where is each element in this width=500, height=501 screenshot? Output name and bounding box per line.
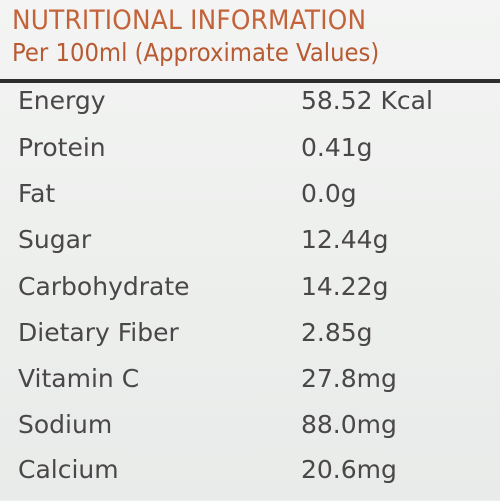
nutrition-row-energy: Energy 58.52 Kcal <box>0 86 500 132</box>
nutrition-row-fat: Fat 0.0g <box>0 179 500 225</box>
nutrient-name: Sodium <box>18 410 113 439</box>
nutrition-row-protein: Protein 0.41g <box>0 133 500 179</box>
nutrition-row-sodium: Sodium 88.0mg <box>0 410 500 456</box>
nutrient-name: Sugar <box>18 225 92 254</box>
nutrient-value: 14.22g <box>301 272 389 301</box>
header-divider <box>0 79 500 83</box>
nutrient-value: 0.0g <box>301 179 357 208</box>
nutrition-row-dietary-fiber: Dietary Fiber 2.85g <box>0 318 500 364</box>
nutrient-value: 58.52 Kcal <box>301 86 433 115</box>
nutrient-value: 2.85g <box>301 318 373 347</box>
nutrient-name: Carbohydrate <box>18 272 190 301</box>
nutrient-value: 0.41g <box>301 133 373 162</box>
nutrient-name: Fat <box>18 179 56 208</box>
nutrient-value: 27.8mg <box>301 364 397 393</box>
nutrient-name: Energy <box>18 86 106 115</box>
nutrition-row-carbohydrate: Carbohydrate 14.22g <box>0 272 500 318</box>
nutrient-value: 88.0mg <box>301 410 397 439</box>
nutrition-row-sugar: Sugar 12.44g <box>0 225 500 271</box>
nutrient-name: Dietary Fiber <box>18 318 179 347</box>
nutrition-row-calcium: Calcium 20.6mg <box>0 455 500 501</box>
nutrition-title: NUTRITIONAL INFORMATION <box>12 5 367 36</box>
nutrient-value: 12.44g <box>301 225 389 254</box>
nutrient-name: Calcium <box>18 455 119 484</box>
nutrient-name: Protein <box>18 133 106 162</box>
serving-basis-text: Per 100ml (Approximate Values) <box>12 38 380 67</box>
nutrient-name: Vitamin C <box>18 364 140 393</box>
nutrition-table: Energy 58.52 Kcal Protein 0.41g Fat 0.0g… <box>0 86 500 500</box>
nutrient-value: 20.6mg <box>301 455 397 484</box>
nutrition-row-vitamin-c: Vitamin C 27.8mg <box>0 364 500 410</box>
